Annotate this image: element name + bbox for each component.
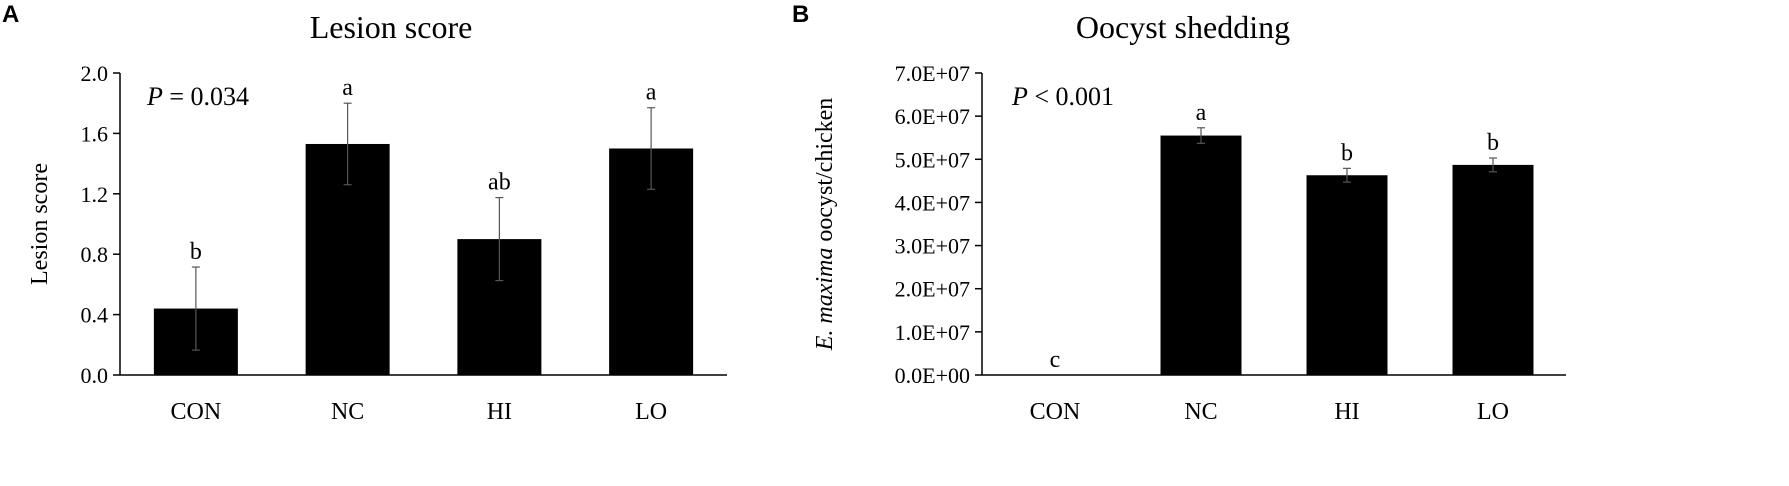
significance-letter-con: c xyxy=(1050,347,1061,373)
y-tick-label: 6.0E+07 xyxy=(895,104,970,129)
panel-b-y-ticks: 0.0E+00 1.0E+07 2.0E+07 3.0E+07 4.0E+07 5.0E+… xyxy=(895,61,982,388)
error-bar-lo xyxy=(647,107,656,190)
y-tick-label: 5.0E+07 xyxy=(895,147,970,172)
error-bar-nc xyxy=(343,102,352,186)
panel-a-error-bars xyxy=(191,102,656,351)
panel-a-category-labels: CON NC HI LO xyxy=(171,399,668,425)
category-label-hi: HI xyxy=(1334,399,1359,425)
bar-lo xyxy=(1452,164,1534,375)
bar-hi xyxy=(1306,175,1388,375)
panel-a-lesion-score-chart: A Lesion score Lesion score P = 0.034 0.… xyxy=(2,1,727,425)
y-tick-label: 7.0E+07 xyxy=(895,61,970,86)
significance-letter-lo: a xyxy=(646,80,657,106)
category-label-nc: NC xyxy=(1184,399,1217,425)
panel-b-p-symbol: P xyxy=(1011,82,1028,111)
panel-a-title: Lesion score xyxy=(310,9,473,45)
category-label-con: CON xyxy=(171,399,222,425)
category-label-con: CON xyxy=(1030,399,1081,425)
significance-letter-nc: a xyxy=(342,75,353,101)
category-label-lo: LO xyxy=(635,399,667,425)
panel-b-bars xyxy=(1160,135,1534,375)
y-tick-label: 0.0 xyxy=(81,363,109,388)
panel-b-category-labels: CON NC HI LO xyxy=(1030,399,1509,425)
panel-a-letter: A xyxy=(2,1,19,28)
y-tick-label: 4.0E+07 xyxy=(895,190,970,215)
bar-nc xyxy=(1160,135,1242,375)
panel-a-y-ticks: 0.0 0.4 0.8 1.2 1.6 2.0 xyxy=(81,61,120,388)
y-tick-label: 0.4 xyxy=(81,303,109,328)
panel-b-letter: B xyxy=(792,1,809,28)
significance-letter-con: b xyxy=(190,239,202,265)
y-tick-label: 0.8 xyxy=(81,242,109,267)
error-bar-hi xyxy=(1343,167,1351,183)
panel-a-y-axis-label: Lesion score xyxy=(27,163,53,285)
category-label-hi: HI xyxy=(487,399,512,425)
panel-a-p-text: = 0.034 xyxy=(163,82,249,111)
y-tick-label: 2.0 xyxy=(81,61,109,86)
panel-b-p-text: < 0.001 xyxy=(1028,82,1114,111)
y-tick-label: 2.0E+07 xyxy=(895,277,970,302)
error-bar-nc xyxy=(1197,127,1205,144)
y-tick-label: 1.2 xyxy=(81,182,109,207)
panel-b-y-axis-label: E. maxima oocyst/chicken xyxy=(812,98,838,352)
panel-b-p-value: P < 0.001 xyxy=(1011,82,1114,111)
significance-letter-hi: ab xyxy=(488,170,511,196)
y-tick-label: 1.0E+07 xyxy=(895,320,970,345)
category-label-lo: LO xyxy=(1477,399,1509,425)
panel-a-bars xyxy=(153,143,694,375)
y-tick-label: 0.0E+00 xyxy=(895,363,970,388)
significance-letter-nc: a xyxy=(1196,100,1207,126)
error-bar-hi xyxy=(495,196,504,282)
panel-b-significance-letters: c a b b xyxy=(1050,100,1499,373)
panel-a-significance-letters: b a ab a xyxy=(190,75,657,265)
error-bar-lo xyxy=(1489,157,1497,173)
significance-letter-lo: b xyxy=(1487,130,1499,156)
panel-b-oocyst-shedding-chart: B Oocyst shedding E. maxima oocyst/chick… xyxy=(792,1,1566,425)
panel-b-title: Oocyst shedding xyxy=(1076,9,1290,45)
panel-b-y-axis-label-italic: E. maxima xyxy=(812,248,838,352)
panel-b-y-axis-label-rest: oocyst/chicken xyxy=(812,98,838,248)
panel-a-p-symbol: P xyxy=(146,82,163,111)
significance-letter-hi: b xyxy=(1341,140,1353,166)
y-tick-label: 3.0E+07 xyxy=(895,234,970,259)
panel-a-p-value: P = 0.034 xyxy=(146,82,249,111)
error-bar-con xyxy=(191,266,200,351)
category-label-nc: NC xyxy=(331,399,364,425)
y-tick-label: 1.6 xyxy=(81,121,109,146)
panel-b-error-bars xyxy=(1197,127,1497,183)
